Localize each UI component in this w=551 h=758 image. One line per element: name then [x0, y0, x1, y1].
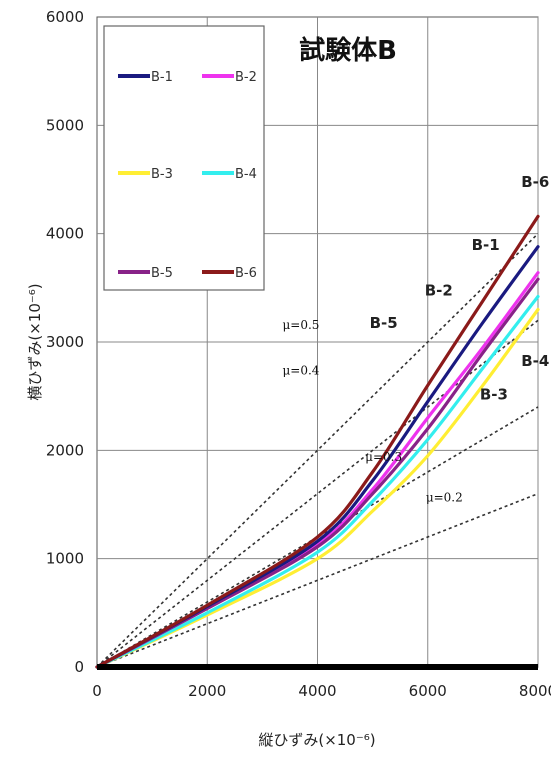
x-axis-title: 縦ひずみ(×10⁻⁶): [258, 731, 375, 749]
legend-label: B-2: [235, 70, 257, 85]
legend-label: B-1: [151, 70, 173, 85]
y-axis-title: 横ひずみ(×10⁻⁶): [26, 283, 44, 400]
y-tick-label: 1000: [46, 550, 84, 568]
series-label: B-5: [370, 314, 398, 332]
series-line-b-6: [95, 214, 540, 669]
x-tick-label: 0: [92, 682, 102, 700]
y-tick-label: 3000: [46, 333, 84, 351]
series-label: B-4: [521, 352, 549, 370]
legend-label: B-4: [235, 167, 257, 182]
reference-line: [96, 233, 539, 668]
reference-label: μ=0.2: [426, 490, 463, 504]
y-tick-label: 2000: [46, 441, 84, 459]
reference-label: μ=0.4: [282, 364, 319, 378]
reference-label: μ=0.3: [365, 450, 402, 464]
x-tick-label: 6000: [409, 682, 447, 700]
legend-label: B-6: [235, 266, 257, 281]
reference-line: [96, 492, 539, 668]
series-lines: [95, 214, 540, 669]
series-line-b-3: [95, 307, 540, 669]
series-line-b-4: [95, 294, 540, 669]
annotations: B-6 B-1 B-2 B-5 B-4 B-3 μ=0.5 μ=0.4 μ=0.3 μ=0.2: [282, 173, 549, 504]
series-label: B-3: [480, 385, 508, 403]
series-label: B-2: [425, 281, 453, 299]
legend-box: [103, 25, 265, 291]
legend-label: B-5: [151, 266, 173, 281]
y-tick-label: 0: [74, 658, 84, 676]
y-tick-label: 5000: [46, 116, 84, 134]
x-tick-label: 2000: [188, 682, 226, 700]
series-label: B-6: [521, 173, 549, 191]
x-tick-label: 4000: [298, 682, 336, 700]
reference-label: μ=0.5: [282, 318, 319, 332]
y-tick-label: 4000: [46, 225, 84, 243]
reference-line: [96, 406, 539, 668]
reference-lines: [96, 233, 539, 668]
legend-label: B-3: [151, 167, 173, 182]
series-label: B-1: [472, 236, 500, 254]
chart-title: 試験体B: [299, 35, 397, 66]
legend: B-1 B-2 B-3 B-4 B-5 B-6: [103, 25, 265, 291]
y-tick-label: 6000: [46, 8, 84, 26]
series-line-b-5: [95, 277, 540, 669]
